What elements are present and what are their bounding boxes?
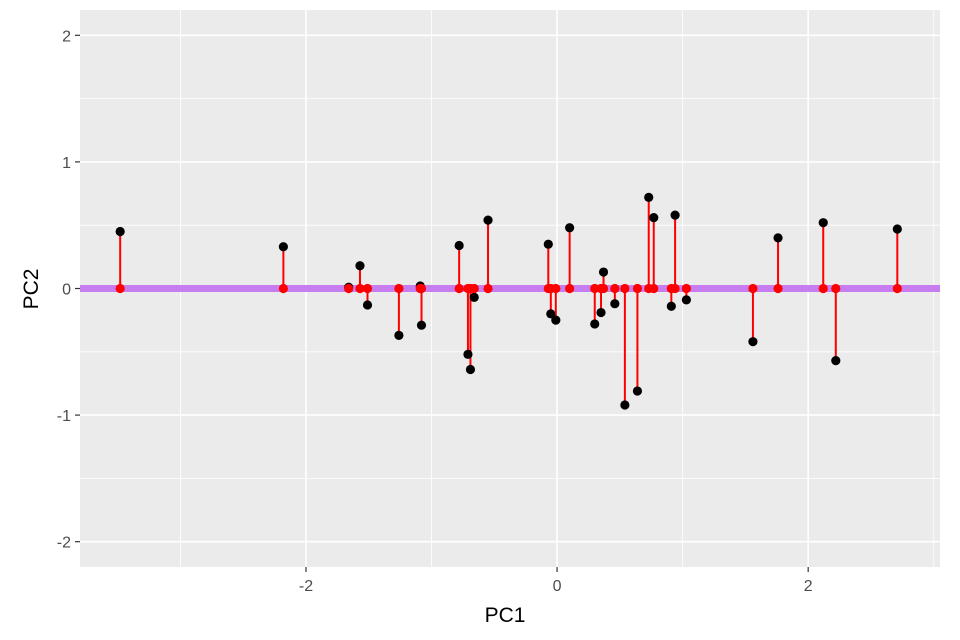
- original-point: [469, 292, 479, 302]
- projected-point: [278, 283, 288, 294]
- original-point: [465, 364, 476, 375]
- original-point: [454, 240, 464, 251]
- x-tick-label: 2: [804, 578, 813, 595]
- projected-point: [773, 283, 783, 294]
- original-point: [362, 300, 373, 310]
- x-tick-label: 0: [553, 578, 562, 595]
- original-point: [596, 307, 606, 318]
- projected-point: [831, 283, 841, 294]
- x-tick-label: -2: [299, 578, 313, 595]
- projected-point: [681, 283, 691, 294]
- original-point: [610, 299, 620, 309]
- projected-point: [748, 283, 758, 294]
- projected-point: [632, 283, 643, 294]
- original-point: [670, 210, 680, 220]
- original-point: [748, 337, 758, 347]
- original-point: [590, 319, 600, 329]
- original-point: [551, 315, 561, 325]
- projected-point: [565, 283, 575, 294]
- y-axis-title: PC2: [20, 269, 43, 310]
- original-point: [773, 233, 783, 243]
- original-point: [632, 386, 643, 396]
- y-tick-label: -2: [57, 535, 71, 552]
- original-point: [546, 309, 556, 319]
- original-point: [620, 400, 630, 410]
- axes: -2 0 2 -2 -1 0 1 2: [57, 28, 813, 595]
- original-point: [644, 192, 654, 202]
- projected-point: [551, 283, 561, 294]
- original-point: [394, 330, 404, 340]
- y-tick-label: -1: [57, 408, 71, 425]
- original-point: [598, 267, 609, 277]
- projected-point: [620, 283, 630, 294]
- original-point: [565, 223, 575, 233]
- original-point: [892, 224, 902, 234]
- y-tick-label: 2: [62, 28, 71, 45]
- original-point: [831, 356, 841, 366]
- original-point: [681, 295, 691, 305]
- projected-point: [598, 283, 609, 294]
- projected-point: [394, 283, 404, 294]
- original-point: [666, 301, 676, 311]
- projected-point: [670, 283, 680, 294]
- original-point: [416, 320, 427, 330]
- projected-point: [115, 283, 125, 294]
- original-point: [278, 242, 288, 252]
- projected-point: [344, 283, 354, 294]
- projected-point: [355, 283, 365, 294]
- original-point: [649, 213, 659, 223]
- projected-points: [115, 283, 902, 294]
- projected-point: [416, 283, 427, 294]
- original-point: [483, 215, 493, 225]
- projected-point: [483, 283, 493, 294]
- projected-point: [610, 283, 620, 294]
- original-point: [115, 226, 125, 237]
- projected-point: [454, 283, 464, 294]
- projected-point: [362, 283, 373, 294]
- original-point: [463, 349, 473, 359]
- original-point: [818, 218, 828, 228]
- y-tick-label: 0: [62, 282, 71, 299]
- original-points: [115, 192, 902, 410]
- projected-point: [649, 283, 659, 294]
- y-tick-label: 1: [62, 155, 71, 172]
- projected-point: [469, 283, 479, 294]
- original-point: [543, 239, 553, 249]
- projected-point: [818, 283, 828, 294]
- projected-point: [892, 283, 902, 294]
- x-axis-title: PC1: [485, 604, 526, 627]
- original-point: [355, 261, 365, 271]
